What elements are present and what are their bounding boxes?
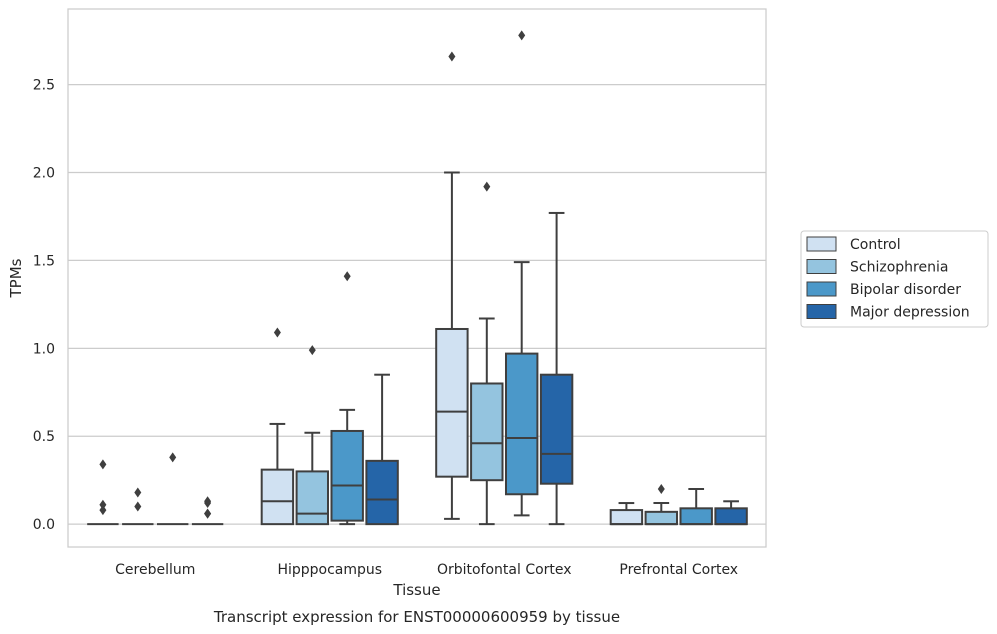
y-tick-label: 2.5: [33, 78, 55, 94]
outlier-point: [657, 483, 665, 494]
legend: Control Schizophrenia Bipolar disorder Majo…: [800, 230, 989, 328]
y-axis-ticks: 0.0 0.5 1.0 1.5 2.0 2.5: [33, 78, 55, 534]
outlier-point: [99, 499, 107, 510]
legend-swatch: [806, 281, 837, 297]
box: [504, 352, 539, 496]
box: [260, 468, 295, 526]
outlier-point: [204, 496, 212, 507]
series-bipolar-disorder: [156, 30, 713, 526]
chart-caption: Transcript expression for ENST0000060095…: [213, 608, 620, 626]
outlier-point: [204, 508, 212, 519]
y-tick-label: 0.0: [33, 517, 55, 533]
outlier-point: [448, 51, 456, 62]
x-tick-label: Hipppocampus: [277, 562, 382, 578]
box: [470, 382, 504, 482]
y-tick-label: 0.5: [33, 429, 55, 445]
x-tick-label: Orbitofontal Cortex: [437, 562, 572, 578]
box: [330, 429, 364, 522]
x-tick-label: Prefrontal Cortex: [619, 562, 738, 578]
outlier-point: [134, 487, 142, 498]
x-axis-ticks: Cerebellum Hipppocampus Orbitofontal Corte…: [115, 562, 738, 578]
legend-swatch: [806, 304, 837, 319]
outlier-point: [99, 505, 107, 516]
legend-label: Bipolar disorder: [850, 282, 961, 298]
box: [679, 507, 713, 526]
series-control: [87, 51, 644, 526]
outlier-point: [134, 501, 142, 512]
box: [714, 507, 748, 526]
y-axis-title: TPMs: [7, 258, 25, 298]
outlier-point: [99, 459, 107, 470]
box: [435, 327, 469, 478]
box-marks: [87, 30, 748, 526]
outlier-point: [273, 327, 281, 338]
outlier-point: [169, 452, 177, 463]
legend-swatch: [806, 259, 837, 274]
box: [644, 510, 679, 526]
box: [365, 459, 399, 526]
x-tick-label: Cerebellum: [115, 562, 195, 578]
series-schizophrenia: [122, 181, 679, 526]
outlier-point: [483, 181, 491, 192]
outlier-point: [518, 30, 526, 41]
outlier-point: [343, 271, 351, 282]
x-axis-title: Tissue: [392, 581, 440, 599]
outlier-point: [308, 345, 316, 356]
y-tick-label: 1.5: [33, 253, 55, 269]
legend-label: Major depression: [850, 305, 970, 321]
y-tick-label: 2.0: [33, 166, 55, 182]
legend-label: Control: [850, 237, 901, 253]
box: [295, 470, 330, 526]
box: [539, 373, 574, 485]
plot-area-frame: [67, 8, 767, 548]
series-major-depression: [191, 211, 748, 526]
box: [609, 509, 644, 526]
legend-label: Schizophrenia: [850, 260, 948, 276]
legend-swatch: [806, 236, 837, 252]
y-tick-label: 1.0: [33, 341, 55, 357]
legend-frame: [800, 230, 989, 328]
